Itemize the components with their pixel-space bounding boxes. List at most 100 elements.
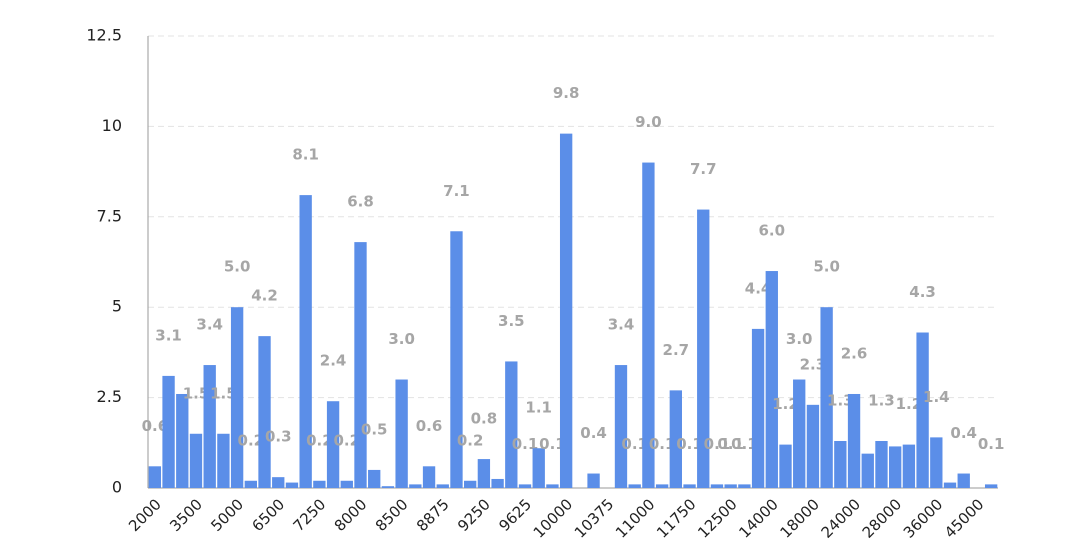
- bar: [779, 444, 792, 488]
- bar: [368, 469, 381, 488]
- bar: [875, 440, 888, 488]
- x-tick-label: 18000: [776, 495, 822, 541]
- value-label: 0.5: [361, 420, 388, 438]
- value-label: 5.0: [224, 258, 251, 276]
- value-label: 2.3: [800, 355, 827, 373]
- value-label: 0.2: [457, 431, 484, 449]
- value-label: 0.1: [978, 435, 1005, 453]
- bar: [806, 404, 820, 488]
- y-tick-label: 7.5: [97, 206, 122, 225]
- value-label: 3.0: [388, 330, 415, 348]
- value-label: 3.5: [498, 312, 525, 330]
- bar: [381, 486, 395, 488]
- bar: [861, 453, 874, 488]
- value-label: 0.2: [306, 431, 333, 449]
- value-label: 2.7: [663, 341, 690, 359]
- value-label: 0.1: [649, 435, 676, 453]
- value-label: 8.1: [292, 146, 319, 164]
- value-label: 4.2: [251, 287, 278, 305]
- value-label: 9.8: [553, 84, 580, 102]
- y-tick-label: 10: [102, 116, 122, 135]
- bar: [422, 466, 436, 488]
- bar: [217, 433, 230, 488]
- value-label: 0.4: [580, 424, 607, 442]
- value-label: 0.1: [539, 435, 566, 453]
- value-label: 1.5: [183, 384, 210, 402]
- x-tick-label: 2000: [125, 495, 165, 535]
- bar: [847, 393, 861, 488]
- x-tick-label: 11750: [653, 495, 699, 541]
- bar: [354, 242, 367, 488]
- value-label: 7.7: [690, 160, 717, 178]
- value-label: 0.8: [471, 410, 498, 428]
- value-label: 1.4: [923, 388, 950, 406]
- bar: [518, 484, 532, 488]
- value-label: 0.1: [621, 435, 648, 453]
- bar: [724, 484, 737, 488]
- bar: [902, 444, 916, 488]
- bar: [669, 390, 682, 488]
- bar: [326, 401, 340, 488]
- value-label: 0.2: [238, 431, 265, 449]
- bar: [189, 433, 203, 488]
- value-label: 9.0: [635, 113, 662, 131]
- bar: [546, 484, 559, 488]
- bar: [889, 446, 902, 488]
- x-tick-label: 10000: [530, 495, 576, 541]
- x-tick-label: 8500: [372, 495, 412, 535]
- x-tick-label: 3500: [166, 495, 206, 535]
- value-label: 1.2: [772, 395, 799, 413]
- bar: [477, 459, 491, 488]
- x-tick-label: 24000: [818, 495, 864, 541]
- bar: [834, 440, 847, 488]
- bar: [450, 231, 463, 488]
- x-tick-label: 11000: [612, 495, 658, 541]
- bar: [587, 473, 600, 488]
- bar: [916, 332, 929, 488]
- x-tick-label: 6500: [249, 495, 289, 535]
- bar: [957, 473, 970, 488]
- bar: [751, 328, 765, 488]
- x-tick-label: 45000: [941, 495, 987, 541]
- bar: [203, 365, 216, 488]
- value-label: 3.4: [196, 316, 223, 334]
- y-tick-label: 12.5: [86, 26, 122, 45]
- bar: [244, 480, 257, 488]
- bar: [409, 484, 422, 488]
- x-tick-label: 12500: [694, 495, 740, 541]
- bar: [176, 393, 189, 488]
- bar: [258, 336, 271, 488]
- bar: [436, 484, 449, 488]
- bar: [505, 361, 518, 488]
- bar: [464, 480, 477, 488]
- value-label: 0.1: [731, 435, 758, 453]
- bar: [683, 484, 696, 488]
- bar: [793, 379, 806, 488]
- value-label: 6.0: [759, 222, 786, 240]
- bar: [230, 307, 244, 488]
- bar: [930, 437, 943, 488]
- x-tick-label: 28000: [859, 495, 905, 541]
- value-label: 1.1: [525, 399, 552, 417]
- bar: [162, 375, 175, 488]
- bar: [614, 365, 628, 488]
- bar: [765, 271, 778, 488]
- value-label: 0.1: [717, 435, 744, 453]
- x-tick-label: 14000: [735, 495, 781, 541]
- value-label: 0.2: [334, 431, 361, 449]
- bar: [820, 307, 833, 488]
- x-tick-label: 7250: [290, 495, 330, 535]
- bar: [655, 484, 669, 488]
- bar: [299, 195, 312, 488]
- bar: [395, 379, 408, 488]
- value-label: 1.2: [896, 395, 923, 413]
- x-tick-label: 5000: [207, 495, 247, 535]
- value-label: 0.6: [416, 417, 443, 435]
- bar: [148, 466, 162, 488]
- value-label: 3.1: [155, 326, 182, 344]
- bar: [272, 477, 285, 488]
- value-label: 0.1: [704, 435, 731, 453]
- value-label: 3.4: [608, 316, 635, 334]
- bar: [642, 162, 655, 488]
